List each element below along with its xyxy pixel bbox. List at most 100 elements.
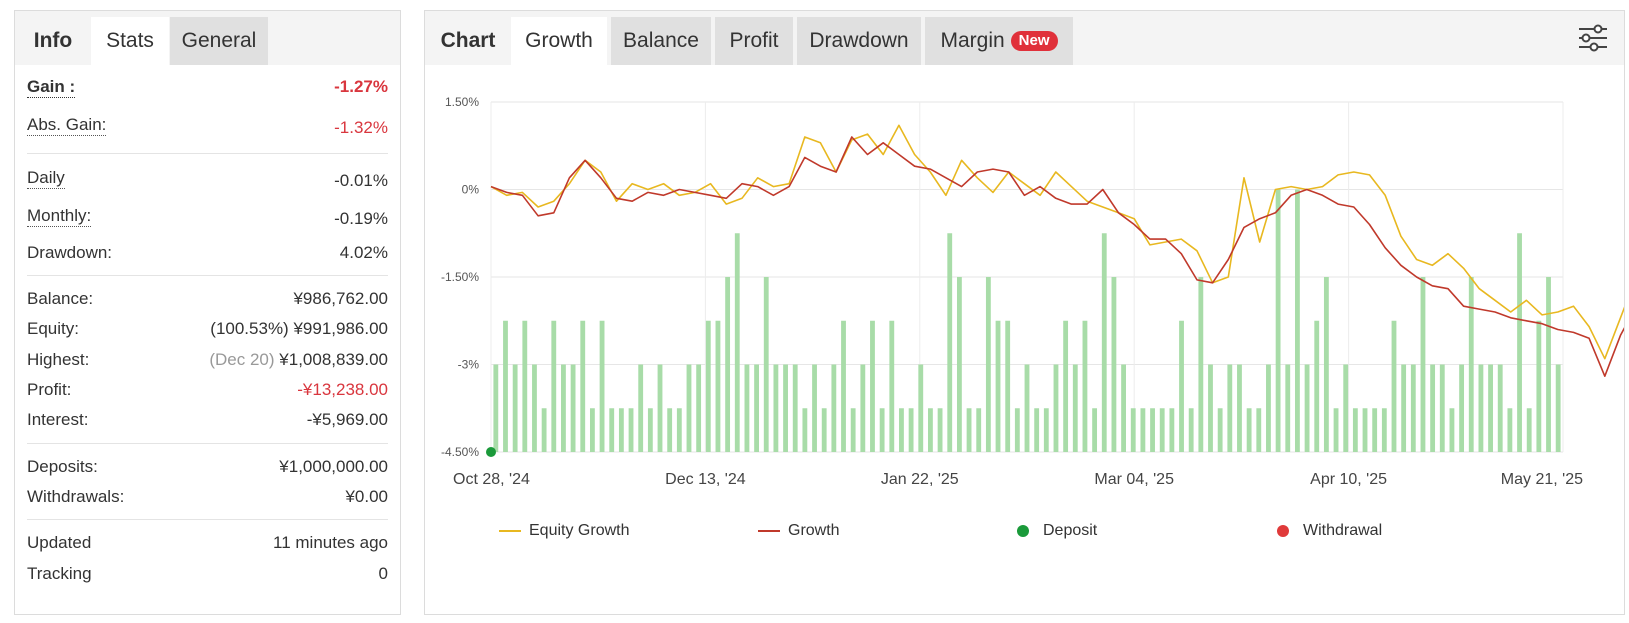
growth-line <box>490 136 1624 377</box>
activity-bar <box>985 277 991 452</box>
abs-gain-label[interactable]: Abs. Gain: <box>27 115 107 136</box>
activity-bar <box>657 364 663 452</box>
tracking-value: 0 <box>378 564 388 583</box>
activity-bar <box>609 408 615 452</box>
activity-bar <box>647 408 653 452</box>
tracking-row: Tracking 0 <box>27 564 388 588</box>
y-tick-label: 1.50% <box>445 95 479 109</box>
activity-bar <box>493 364 499 452</box>
activity-bar <box>1053 364 1059 452</box>
tab-drawdown[interactable]: Drawdown <box>797 17 921 65</box>
tab-growth[interactable]: Growth <box>511 17 607 65</box>
activity-bar <box>792 364 798 452</box>
balance-value: ¥986,762.00 <box>293 289 388 308</box>
x-tick-label: May 21, '25 <box>1501 471 1583 488</box>
highest-value: ¥1,008,839.00 <box>279 350 388 369</box>
withdrawals-value: ¥0.00 <box>345 487 388 506</box>
tab-general[interactable]: General <box>170 17 268 65</box>
drawdown-value: 4.02% <box>339 243 388 262</box>
x-tick-label: Dec 13, '24 <box>665 471 746 488</box>
activity-bar <box>1449 408 1455 452</box>
activity-bar <box>1285 364 1291 452</box>
activity-bar <box>1343 364 1349 452</box>
activity-bar <box>705 320 711 452</box>
legend-label: Deposit <box>1043 522 1098 539</box>
deposits-value: ¥1,000,000.00 <box>279 457 388 476</box>
activity-bar <box>754 364 759 452</box>
gain-value: -1.27% <box>334 77 388 96</box>
tab-margin[interactable]: Margin New <box>925 17 1073 65</box>
profit-row: Profit: -¥13,238.00 <box>27 380 388 404</box>
activity-bar <box>1410 364 1416 452</box>
activity-bar <box>686 364 692 452</box>
activity-bar <box>1101 233 1107 452</box>
tab-stats[interactable]: Stats <box>91 17 169 65</box>
activity-bar <box>1198 277 1204 452</box>
activity-bar <box>1401 364 1407 452</box>
activity-bar <box>821 408 827 452</box>
activity-bar <box>580 320 586 452</box>
activity-bar <box>715 320 721 452</box>
activity-bar <box>1082 320 1088 452</box>
y-tick-label: -1.50% <box>441 270 479 284</box>
equity-value: ¥991,986.00 <box>293 319 388 338</box>
legend-label: Withdrawal <box>1303 522 1383 539</box>
divider <box>27 153 388 154</box>
x-tick-label: Oct 28, '24 <box>453 471 530 488</box>
activity-bar <box>1478 364 1484 452</box>
activity-bar <box>551 320 557 452</box>
activity-bar <box>889 320 895 452</box>
highest-row: Highest: (Dec 20) ¥1,008,839.00 <box>27 350 388 374</box>
legend-dot-swatch <box>1277 525 1289 537</box>
activity-bar <box>1536 320 1542 452</box>
activity-bar <box>1555 364 1561 452</box>
interest-label: Interest: <box>27 410 89 429</box>
activity-bar <box>561 364 566 452</box>
activity-bar <box>1497 364 1503 452</box>
tab-profit[interactable]: Profit <box>715 17 793 65</box>
drawdown-row: Drawdown: 4.02% <box>27 243 388 267</box>
daily-label[interactable]: Daily <box>27 168 65 189</box>
activity-bar <box>1072 364 1078 452</box>
legend-dot-swatch <box>1017 525 1029 537</box>
activity-bar <box>860 364 866 452</box>
activity-bar <box>628 408 634 452</box>
activity-bar <box>744 364 750 452</box>
sliders-icon[interactable] <box>1576 21 1610 55</box>
activity-bar <box>1005 320 1011 452</box>
chart-panel: Chart Growth Balance Profit Drawdown Mar… <box>424 10 1625 615</box>
y-tick-label: -3% <box>458 358 480 372</box>
activity-bar <box>1256 408 1262 452</box>
updated-label: Updated <box>27 533 92 552</box>
highest-value-group: (Dec 20) ¥1,008,839.00 <box>209 350 388 370</box>
profit-label: Profit: <box>27 380 72 399</box>
tab-info: Info <box>33 29 73 52</box>
abs-gain-row: Abs. Gain: -1.32% <box>27 115 388 139</box>
activity-bar <box>783 364 788 452</box>
chart-tabbar: Chart Growth Balance Profit Drawdown Mar… <box>425 11 1624 65</box>
activity-bar <box>1121 364 1126 452</box>
activity-bar <box>512 364 518 452</box>
activity-bar <box>532 364 537 452</box>
daily-row: Daily -0.01% <box>27 168 388 192</box>
activity-bar <box>831 364 837 452</box>
profit-value: -¥13,238.00 <box>297 380 388 399</box>
activity-bar <box>1352 408 1358 452</box>
activity-bar <box>1439 364 1445 452</box>
equity-growth-line <box>490 124 1624 360</box>
monthly-label[interactable]: Monthly: <box>27 206 92 227</box>
divider <box>27 443 388 444</box>
activity-bar <box>503 320 508 452</box>
y-tick-label: 0% <box>462 183 480 197</box>
activity-bar <box>1034 408 1040 452</box>
abs-gain-value: -1.32% <box>334 118 388 137</box>
deposits-row: Deposits: ¥1,000,000.00 <box>27 457 388 481</box>
activity-bar <box>734 233 740 452</box>
gain-label[interactable]: Gain : <box>27 77 76 98</box>
x-tick-label: Apr 10, '25 <box>1310 471 1387 488</box>
tab-balance[interactable]: Balance <box>611 17 711 65</box>
stats-panel: Info Stats General Gain : -1.27% Abs. Ga… <box>14 10 401 615</box>
tracking-label: Tracking <box>27 564 92 583</box>
activity-bar <box>1381 408 1387 452</box>
activity-bar <box>570 364 576 452</box>
